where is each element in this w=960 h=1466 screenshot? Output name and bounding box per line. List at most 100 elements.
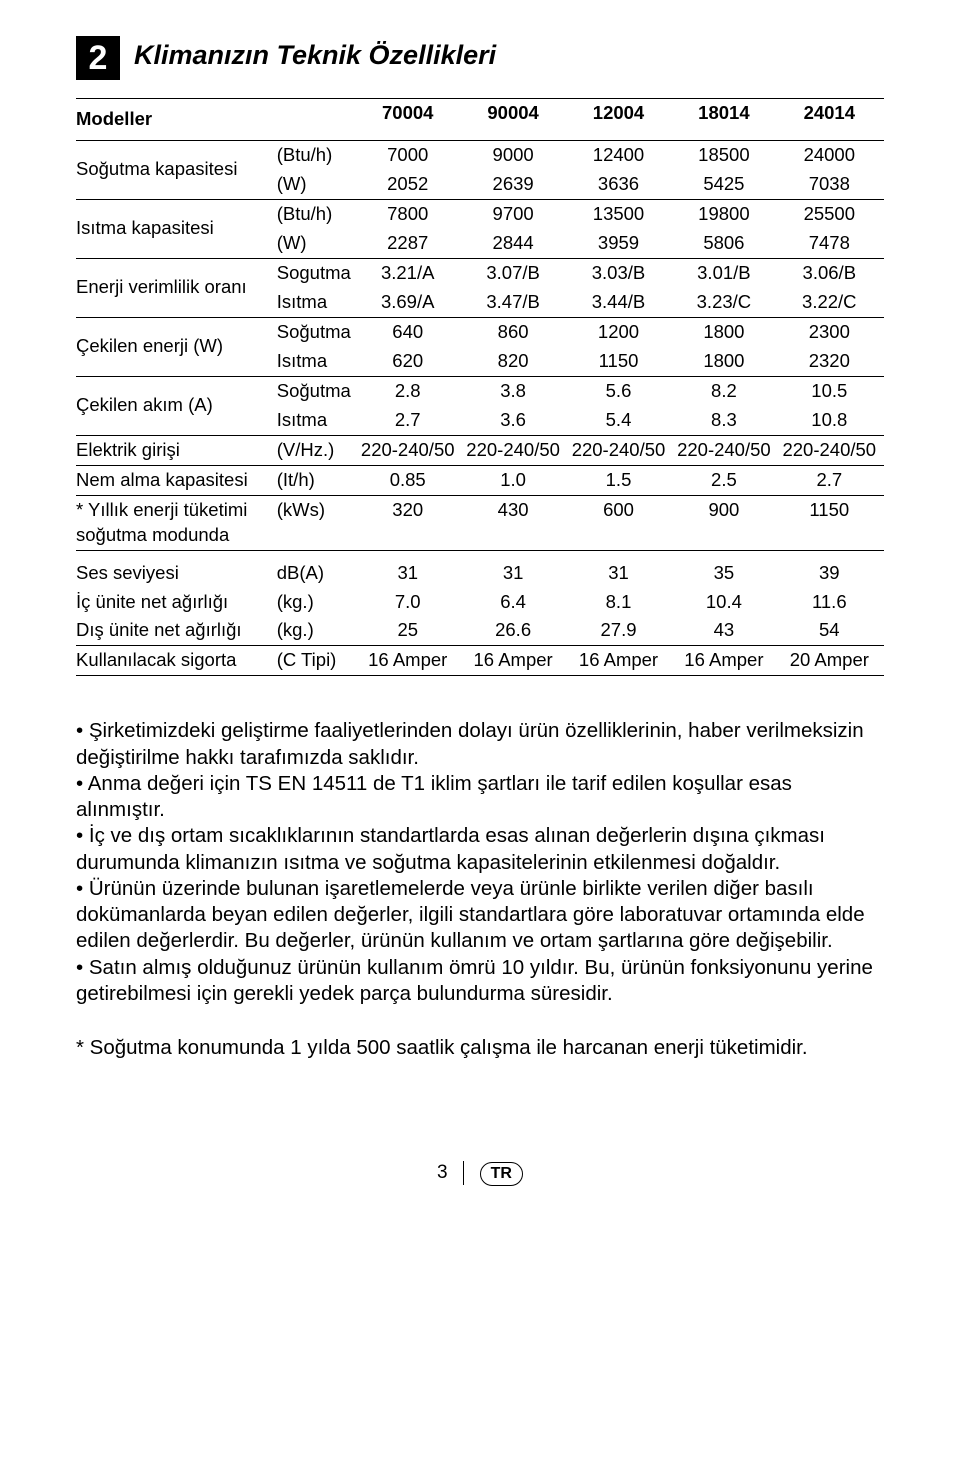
row-value: 8.3 <box>673 406 778 435</box>
table-row: Çekilen akım (A)Soğutma2.83.85.68.210.5 <box>76 376 884 405</box>
notes-block: • Şirketimizdeki geliştirme faaliyetleri… <box>76 718 884 1007</box>
row-unit: (It/h) <box>277 465 357 495</box>
row-value: 7038 <box>779 170 884 199</box>
row-value: 1150 <box>568 347 673 376</box>
table-header-row: Modeller7000490004120041801424014 <box>76 99 884 141</box>
row-value: 430 <box>462 495 567 550</box>
row-value: 620 <box>357 347 462 376</box>
row-value: 3.8 <box>462 376 567 405</box>
title-row: 2 Klimanızın Teknik Özellikleri <box>76 36 884 80</box>
row-value: 6.4 <box>462 588 567 617</box>
table-row: İç ünite net ağırlığı(kg.)7.06.48.110.41… <box>76 588 884 617</box>
row-value: 3.44/B <box>568 288 673 317</box>
row-value: 35 <box>673 550 778 587</box>
page: 2 Klimanızın Teknik Özellikleri Modeller… <box>0 0 960 1226</box>
table-row: Dış ünite net ağırlığı(kg.)2526.627.9435… <box>76 616 884 645</box>
row-unit: Sogutma <box>277 258 357 287</box>
row-value: 220-240/50 <box>357 435 462 465</box>
row-value: 3.6 <box>462 406 567 435</box>
row-value: 7800 <box>357 199 462 228</box>
row-value: 2844 <box>462 229 567 258</box>
page-title: Klimanızın Teknik Özellikleri <box>134 40 496 71</box>
row-unit: Soğutma <box>277 317 357 346</box>
row-value: 320 <box>357 495 462 550</box>
note-line: • Şirketimizdeki geliştirme faaliyetleri… <box>76 718 884 770</box>
row-value: 20 Amper <box>779 646 884 676</box>
row-value: 8.2 <box>673 376 778 405</box>
row-unit: (W) <box>277 170 357 199</box>
row-value: 1.5 <box>568 465 673 495</box>
row-value: 1200 <box>568 317 673 346</box>
row-value: 5.4 <box>568 406 673 435</box>
row-unit: (Btu/h) <box>277 140 357 169</box>
row-value: 3.01/B <box>673 258 778 287</box>
row-value: 5806 <box>673 229 778 258</box>
footer-divider <box>463 1161 465 1185</box>
row-value: 16 Amper <box>357 646 462 676</box>
row-value: 31 <box>462 550 567 587</box>
row-unit: (Btu/h) <box>277 199 357 228</box>
row-value: 9000 <box>462 140 567 169</box>
spec-table: Modeller7000490004120041801424014 Soğutma… <box>76 98 884 676</box>
table-row: Ses seviyesidB(A)3131313539 <box>76 550 884 587</box>
table-row: * Yıllık enerji tüketimi soğutma modunda… <box>76 495 884 550</box>
row-value: 1.0 <box>462 465 567 495</box>
row-label: Isıtma kapasitesi <box>76 199 277 258</box>
row-unit: Isıtma <box>277 347 357 376</box>
footnote: * Soğutma konumunda 1 yılda 500 saatlik … <box>76 1035 884 1061</box>
row-value: 3.23/C <box>673 288 778 317</box>
row-label: Çekilen akım (A) <box>76 376 277 435</box>
row-value: 5425 <box>673 170 778 199</box>
table-row: Elektrik girişi(V/Hz.)220-240/50220-240/… <box>76 435 884 465</box>
row-value: 7.0 <box>357 588 462 617</box>
row-unit: (V/Hz.) <box>277 435 357 465</box>
row-value: 5.6 <box>568 376 673 405</box>
row-value: 2.5 <box>673 465 778 495</box>
row-value: 26.6 <box>462 616 567 645</box>
row-unit: dB(A) <box>277 550 357 587</box>
row-value: 19800 <box>673 199 778 228</box>
note-line: • Satın almış olduğunuz ürünün kullanım … <box>76 955 884 1007</box>
row-value: 8.1 <box>568 588 673 617</box>
row-value: 7000 <box>357 140 462 169</box>
row-label: Nem alma kapasitesi <box>76 465 277 495</box>
row-value: 24000 <box>779 140 884 169</box>
row-value: 900 <box>673 495 778 550</box>
row-value: 31 <box>357 550 462 587</box>
row-value: 220-240/50 <box>462 435 567 465</box>
row-value: 54 <box>779 616 884 645</box>
row-label: * Yıllık enerji tüketimi soğutma modunda <box>76 495 277 550</box>
row-label: İç ünite net ağırlığı <box>76 588 277 617</box>
page-number: 3 <box>437 1162 448 1183</box>
row-value: 3.69/A <box>357 288 462 317</box>
row-label: Kullanılacak sigorta <box>76 646 277 676</box>
row-unit: Soğutma <box>277 376 357 405</box>
table-row: Kullanılacak sigorta(C Tipi)16 Amper16 A… <box>76 646 884 676</box>
footnote-text: * Soğutma konumunda 1 yılda 500 saatlik … <box>76 1035 884 1061</box>
row-value: 12400 <box>568 140 673 169</box>
model-header: 24014 <box>779 99 884 141</box>
row-label: Çekilen enerji (W) <box>76 317 277 376</box>
row-value: 10.4 <box>673 588 778 617</box>
row-value: 2.7 <box>357 406 462 435</box>
row-value: 1150 <box>779 495 884 550</box>
row-value: 3.06/B <box>779 258 884 287</box>
row-value: 16 Amper <box>568 646 673 676</box>
row-value: 2639 <box>462 170 567 199</box>
row-value: 0.85 <box>357 465 462 495</box>
row-label: Ses seviyesi <box>76 550 277 587</box>
row-unit: Isıtma <box>277 288 357 317</box>
row-value: 39 <box>779 550 884 587</box>
section-number-badge: 2 <box>76 36 120 80</box>
table-row: Isıtma kapasitesi(Btu/h)7800970013500198… <box>76 199 884 228</box>
row-unit: (C Tipi) <box>277 646 357 676</box>
row-value: 2.7 <box>779 465 884 495</box>
row-value: 220-240/50 <box>779 435 884 465</box>
row-value: 2300 <box>779 317 884 346</box>
row-value: 3636 <box>568 170 673 199</box>
row-unit: (kg.) <box>277 616 357 645</box>
row-value: 7478 <box>779 229 884 258</box>
row-value: 10.5 <box>779 376 884 405</box>
row-unit: (kWs) <box>277 495 357 550</box>
row-value: 25500 <box>779 199 884 228</box>
